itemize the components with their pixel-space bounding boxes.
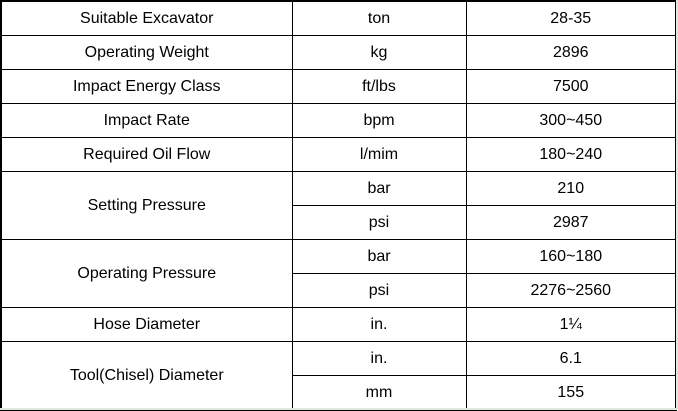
spec-value: 2276~2560 — [465, 273, 677, 308]
spec-unit: psi — [291, 273, 467, 308]
table-row: Tool(Chisel) Diameter in. 6.1 — [0, 341, 677, 411]
table-row: Operating Weight kg 2896 — [0, 35, 677, 70]
spec-unit: mm — [291, 375, 467, 411]
spec-name: Operating Weight — [0, 35, 293, 70]
spec-value: 210 — [465, 171, 677, 206]
table-row: Required Oil Flow l/mim 180~240 — [0, 137, 677, 172]
table-row: Setting Pressure bar 210 — [0, 171, 677, 240]
spec-value: 2896 — [465, 35, 677, 70]
spec-unit: kg — [291, 35, 467, 70]
spec-name: Setting Pressure — [0, 171, 293, 240]
spec-name: Tool(Chisel) Diameter — [0, 341, 293, 411]
spec-name: Required Oil Flow — [0, 137, 293, 172]
table-row: Operating Pressure bar 160~180 — [0, 239, 677, 308]
table-row: Impact Rate bpm 300~450 — [0, 103, 677, 138]
spec-unit: in. — [291, 307, 467, 342]
spec-name: Impact Energy Class — [0, 69, 293, 104]
table-row: Suitable Excavator ton 28-35 — [0, 0, 677, 36]
table-row: psi 2276~2560 — [1, 273, 677, 308]
spec-value: 300~450 — [465, 103, 677, 138]
spec-unit: l/mim — [291, 137, 467, 172]
spec-value: 2987 — [465, 205, 677, 240]
spec-name: Hose Diameter — [0, 307, 293, 342]
spec-value: 28-35 — [465, 0, 677, 36]
table-row: mm 155 — [1, 375, 677, 411]
table-row: Hose Diameter in. 1¼ — [0, 307, 677, 342]
spec-value: 6.1 — [465, 341, 677, 376]
spec-unit: ft/lbs — [291, 69, 467, 104]
spec-unit: psi — [291, 205, 467, 240]
spec-value: 7500 — [465, 69, 677, 104]
spec-unit: bpm — [291, 103, 467, 138]
spec-name: Suitable Excavator — [0, 0, 293, 36]
spec-unit: in. — [291, 341, 467, 376]
spec-value: 1¼ — [465, 307, 677, 342]
spec-unit: ton — [291, 0, 467, 36]
table-row: psi 2987 — [1, 205, 677, 240]
spec-unit: bar — [291, 171, 467, 206]
spec-value: 160~180 — [465, 239, 677, 274]
spec-value: 155 — [465, 375, 677, 411]
spec-name: Impact Rate — [0, 103, 293, 138]
spec-unit: bar — [291, 239, 467, 274]
spec-value: 180~240 — [465, 137, 677, 172]
table-row: Impact Energy Class ft/lbs 7500 — [0, 69, 677, 104]
spec-name: Operating Pressure — [0, 239, 293, 308]
